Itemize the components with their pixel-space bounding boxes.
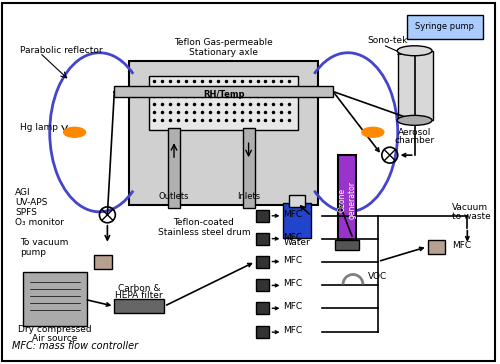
FancyBboxPatch shape xyxy=(130,61,318,205)
Bar xyxy=(256,233,270,245)
Text: Syringe pump: Syringe pump xyxy=(415,23,474,31)
Bar xyxy=(149,76,298,130)
Text: MFC: mass flow controller: MFC: mass flow controller xyxy=(12,341,138,351)
Text: Inlets: Inlets xyxy=(237,193,260,201)
Bar xyxy=(114,86,333,98)
Text: Dry compressed: Dry compressed xyxy=(18,325,92,334)
Ellipse shape xyxy=(397,46,432,56)
Bar xyxy=(284,203,311,238)
Text: pump: pump xyxy=(20,248,46,257)
Ellipse shape xyxy=(362,127,384,137)
Bar xyxy=(256,280,270,291)
Text: chamber: chamber xyxy=(394,136,434,145)
Text: UV-APS: UV-APS xyxy=(15,198,48,207)
Text: HEPA filter: HEPA filter xyxy=(116,291,163,300)
Text: Parabolic reflector: Parabolic reflector xyxy=(20,46,102,55)
Text: Teflon Gas-permeable: Teflon Gas-permeable xyxy=(174,38,273,47)
Text: Water: Water xyxy=(284,238,310,247)
Text: MFC: MFC xyxy=(284,233,302,242)
Text: Air source: Air source xyxy=(32,334,78,343)
Bar xyxy=(335,240,359,250)
Bar xyxy=(94,254,112,269)
Text: Ozone
generator: Ozone generator xyxy=(338,181,356,219)
Bar xyxy=(428,240,446,254)
Bar xyxy=(256,210,270,222)
Bar xyxy=(290,195,306,207)
Text: MFC: MFC xyxy=(284,256,302,265)
FancyBboxPatch shape xyxy=(406,15,483,39)
Text: MFC: MFC xyxy=(284,280,302,288)
Bar xyxy=(338,155,356,245)
Text: Sono-tek: Sono-tek xyxy=(368,36,408,45)
Ellipse shape xyxy=(64,127,86,137)
Text: MFC: MFC xyxy=(284,210,302,219)
Text: SPFS: SPFS xyxy=(15,208,37,217)
Text: Stationary axle: Stationary axle xyxy=(189,48,258,57)
Text: Hg lamp: Hg lamp xyxy=(20,123,58,132)
Text: VOC: VOC xyxy=(368,272,387,281)
Text: AGI: AGI xyxy=(15,188,30,197)
Bar xyxy=(242,128,254,208)
Bar xyxy=(168,128,180,208)
Text: Aerosol: Aerosol xyxy=(398,128,432,137)
Bar xyxy=(114,299,164,313)
Text: Outlets: Outlets xyxy=(159,193,190,201)
Bar xyxy=(398,51,432,120)
Bar xyxy=(256,256,270,268)
FancyBboxPatch shape xyxy=(23,273,86,326)
Text: O₃ monitor: O₃ monitor xyxy=(15,218,64,227)
Bar xyxy=(256,326,270,338)
Text: Carbon &: Carbon & xyxy=(118,284,160,293)
Text: MFC: MFC xyxy=(284,326,302,335)
Text: RH/Temp: RH/Temp xyxy=(203,90,244,99)
Text: Vacuum: Vacuum xyxy=(452,203,488,212)
Text: to waste: to waste xyxy=(452,212,491,221)
Text: Stainless steel drum: Stainless steel drum xyxy=(158,228,250,237)
Text: To vacuum: To vacuum xyxy=(20,238,68,247)
Text: MFC: MFC xyxy=(452,241,471,250)
Ellipse shape xyxy=(397,115,432,125)
Bar xyxy=(256,302,270,314)
Text: Teflon-coated: Teflon-coated xyxy=(174,218,234,227)
Text: MFC: MFC xyxy=(284,302,302,311)
